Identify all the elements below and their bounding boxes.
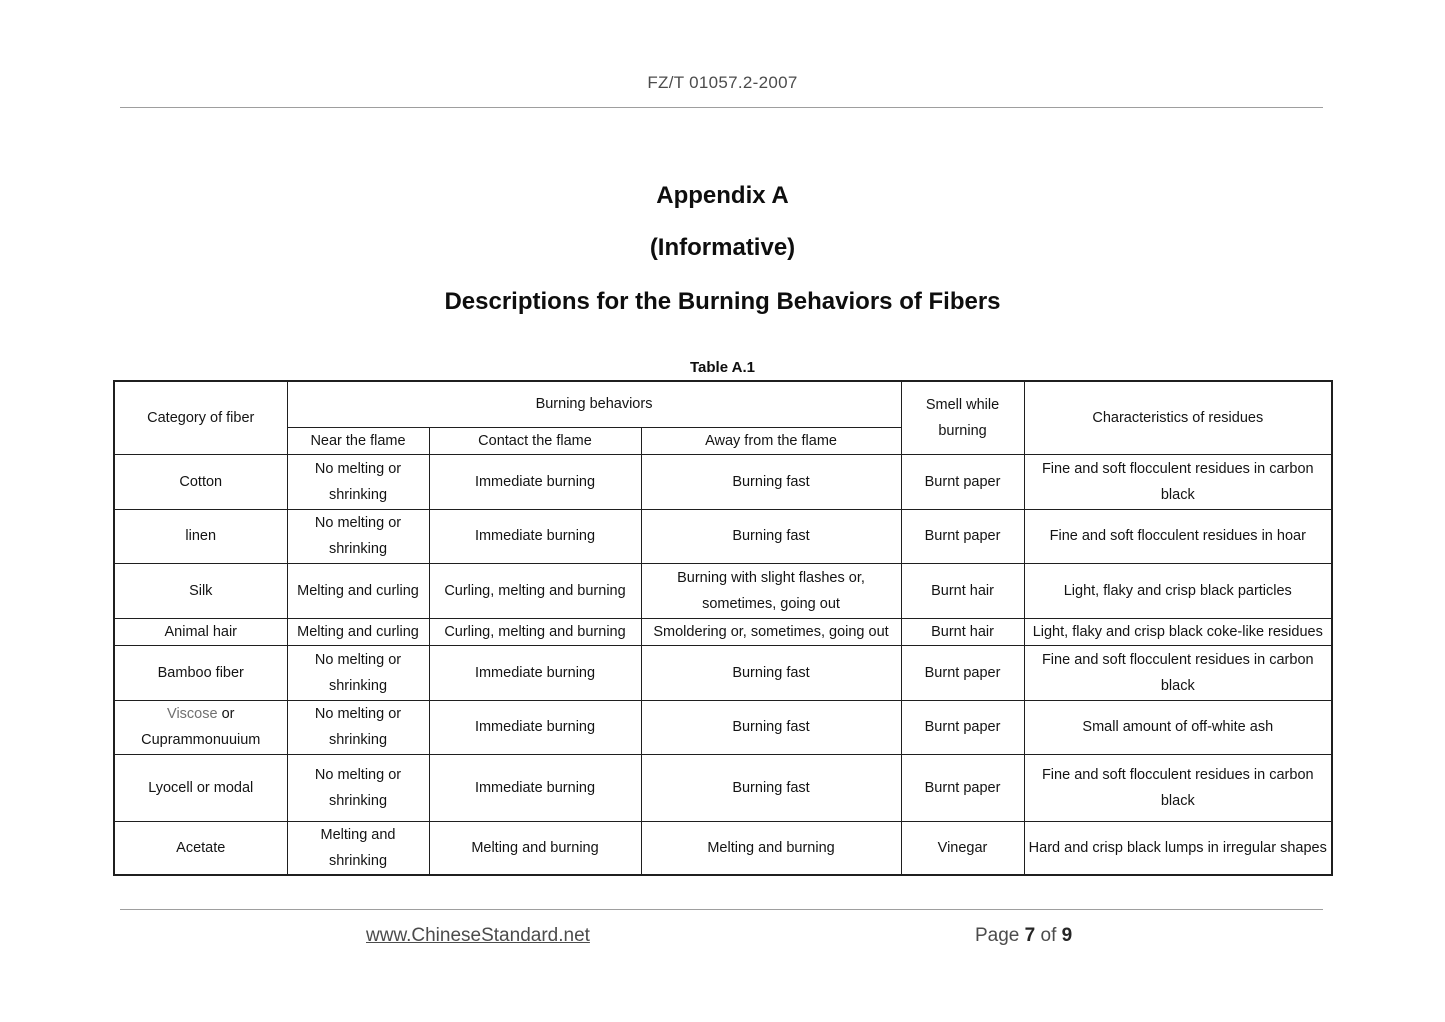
col-header-category: Category of fiber	[113, 380, 288, 455]
cell-category-muted-word: Viscose	[167, 706, 218, 722]
cell-category: Lyocell or modal	[113, 753, 288, 822]
document-code: FZ/T 01057.2-2007	[647, 73, 798, 92]
cell-away: Burning fast	[640, 699, 902, 755]
cell-contact: Melting and burning	[428, 820, 642, 876]
cell-contact: Immediate burning	[428, 699, 642, 755]
cell-contact: Immediate burning	[428, 753, 642, 822]
cell-near: No melting or shrinking	[286, 753, 430, 822]
cell-residues: Small amount of off-white ash	[1023, 699, 1333, 755]
cell-residues: Fine and soft flocculent residues in car…	[1023, 644, 1333, 701]
col-header-smell: Smell while burning	[900, 380, 1025, 455]
page-number: 7	[1024, 925, 1036, 946]
cell-near: No melting or shrinking	[286, 453, 430, 510]
cell-near: Melting and shrinking	[286, 820, 430, 876]
cell-category: Animal hair	[113, 617, 288, 646]
page-word: Page	[975, 925, 1020, 946]
col-header-burning-behaviors: Burning behaviors	[286, 380, 902, 428]
cell-smell: Burnt hair	[900, 617, 1025, 646]
cell-near: No melting or shrinking	[286, 508, 430, 564]
cell-residues: Fine and soft flocculent residues in car…	[1023, 453, 1333, 510]
cell-away: Smoldering or, sometimes, going out	[640, 617, 902, 646]
cell-category: linen	[113, 508, 288, 564]
cell-residues: Light, flaky and crisp black particles	[1023, 562, 1333, 619]
cell-near: Melting and curling	[286, 617, 430, 646]
table-row-viscose: Viscose or Cuprammonuuium No melting or …	[113, 699, 1333, 755]
cell-category: Acetate	[113, 820, 288, 876]
table-header-row-1: Category of fiber Burning behaviors Smel…	[113, 380, 1333, 455]
cell-smell: Burnt paper	[900, 699, 1025, 755]
table-row-linen: linen No melting or shrinking Immediate …	[113, 508, 1333, 564]
cell-away: Burning fast	[640, 644, 902, 701]
cell-contact: Curling, melting and burning	[428, 617, 642, 646]
col-header-residues: Characteristics of residues	[1023, 380, 1333, 455]
cell-category: Silk	[113, 562, 288, 619]
footer-website-link[interactable]: www.ChineseStandard.net	[366, 925, 590, 946]
of-word: of	[1040, 925, 1057, 946]
cell-residues: Light, flaky and crisp black coke-like r…	[1023, 617, 1333, 646]
cell-smell: Burnt paper	[900, 644, 1025, 701]
appendix-subtitle: (Informative)	[649, 234, 796, 261]
table-row-animal-hair: Animal hair Melting and curling Curling,…	[113, 617, 1333, 646]
cell-category: Viscose or Cuprammonuuium	[113, 699, 288, 755]
cell-smell: Burnt paper	[900, 508, 1025, 564]
cell-residues: Fine and soft flocculent residues in hoa…	[1023, 508, 1333, 564]
cell-near: No melting or shrinking	[286, 644, 430, 701]
cell-away: Burning with slight flashes or, sometime…	[640, 562, 902, 619]
table-row-acetate: Acetate Melting and shrinking Melting an…	[113, 820, 1333, 876]
cell-smell: Burnt hair	[900, 562, 1025, 619]
cell-residues: Hard and crisp black lumps in irregular …	[1023, 820, 1333, 876]
fiber-burning-table: Category of fiber Burning behaviors Smel…	[113, 380, 1334, 876]
table-row-cotton: Cotton No melting or shrinking Immediate…	[113, 453, 1333, 510]
table-header-row-2: Near the flame Contact the flame Away fr…	[114, 426, 1332, 455]
table-row-lyocell: Lyocell or modal No melting or shrinking…	[113, 753, 1333, 822]
appendix-title: Appendix A	[656, 182, 789, 209]
table-row-bamboo-fiber: Bamboo fiber No melting or shrinking Imm…	[113, 644, 1333, 701]
col-header-near-flame: Near the flame	[286, 426, 430, 455]
cell-contact: Curling, melting and burning	[428, 562, 642, 619]
footer-divider	[120, 909, 1323, 910]
cell-smell: Burnt paper	[900, 753, 1025, 822]
table-caption: Table A.1	[689, 359, 756, 376]
page-indicator: Page 7 of 9	[975, 925, 1072, 947]
cell-residues: Fine and soft flocculent residues in car…	[1023, 753, 1333, 822]
page-total: 9	[1061, 925, 1073, 946]
cell-near: No melting or shrinking	[286, 699, 430, 755]
cell-away: Burning fast	[640, 753, 902, 822]
header-divider	[120, 107, 1323, 108]
cell-contact: Immediate burning	[428, 453, 642, 510]
cell-contact: Immediate burning	[428, 508, 642, 564]
appendix-heading: Descriptions for the Burning Behaviors o…	[444, 288, 1001, 315]
cell-away: Burning fast	[640, 508, 902, 564]
cell-category: Bamboo fiber	[113, 644, 288, 701]
cell-category: Cotton	[113, 453, 288, 510]
cell-category-rest: or Cuprammonuuium	[141, 706, 261, 748]
cell-away: Melting and burning	[640, 820, 902, 876]
cell-near: Melting and curling	[286, 562, 430, 619]
col-header-contact-flame: Contact the flame	[428, 426, 642, 455]
col-header-away-flame: Away from the flame	[640, 426, 902, 455]
table-row-silk: Silk Melting and curling Curling, meltin…	[113, 562, 1333, 619]
cell-smell: Burnt paper	[900, 453, 1025, 510]
cell-contact: Immediate burning	[428, 644, 642, 701]
cell-away: Burning fast	[640, 453, 902, 510]
cell-smell: Vinegar	[900, 820, 1025, 876]
